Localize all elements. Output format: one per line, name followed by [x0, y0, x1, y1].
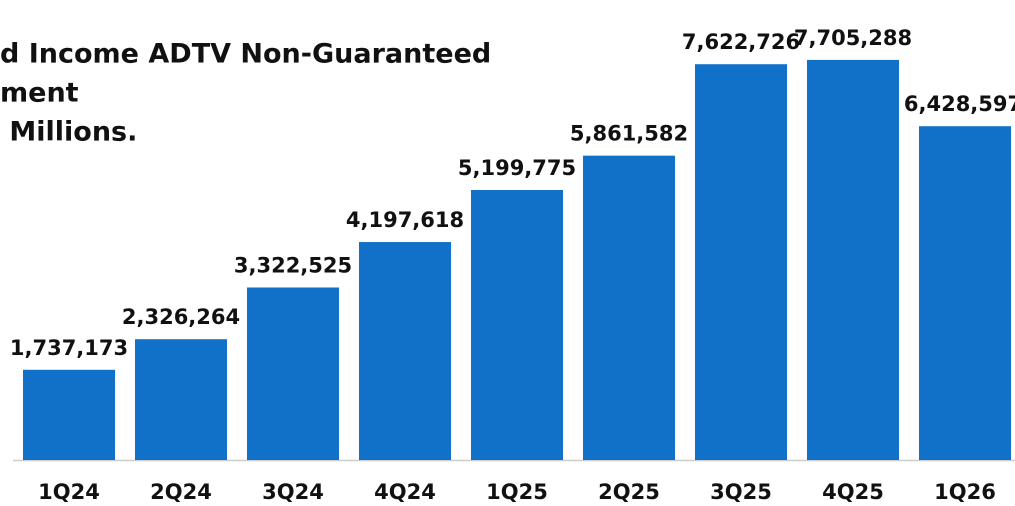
- value-label: 5,861,582: [570, 122, 688, 146]
- x-tick-label: 4Q25: [822, 480, 884, 504]
- x-tick-label: 1Q24: [38, 480, 100, 504]
- value-label: 3,322,525: [234, 253, 352, 277]
- bar: [359, 242, 451, 460]
- value-label: 6,428,597: [904, 92, 1015, 116]
- value-label: 7,705,288: [794, 26, 912, 50]
- bar: [23, 369, 115, 460]
- value-label: 2,326,264: [122, 305, 240, 329]
- chart-title: ment: [0, 78, 79, 109]
- x-tick-label: 3Q24: [262, 480, 324, 504]
- bar: [583, 155, 675, 460]
- value-label: 4,197,618: [346, 208, 464, 232]
- value-label: 5,199,775: [458, 156, 576, 180]
- bar: [695, 64, 787, 460]
- bar: [247, 287, 339, 460]
- chart-title: Millions.: [0, 117, 137, 148]
- bar: [471, 190, 563, 460]
- x-tick-label: 1Q25: [486, 480, 548, 504]
- bar: [919, 126, 1011, 461]
- bar: [135, 339, 227, 460]
- x-tick-label: 3Q25: [710, 480, 772, 504]
- x-tick-label: 1Q26: [934, 480, 996, 504]
- value-label: 1,737,173: [10, 336, 128, 360]
- bar: [807, 59, 899, 461]
- x-tick-label: 2Q24: [150, 480, 212, 504]
- value-label: 7,622,726: [682, 30, 800, 54]
- chart-title: d Income ADTV Non-Guaranteed: [0, 39, 491, 70]
- x-tick-label: 4Q24: [374, 480, 436, 504]
- x-tick-label: 2Q25: [598, 480, 660, 504]
